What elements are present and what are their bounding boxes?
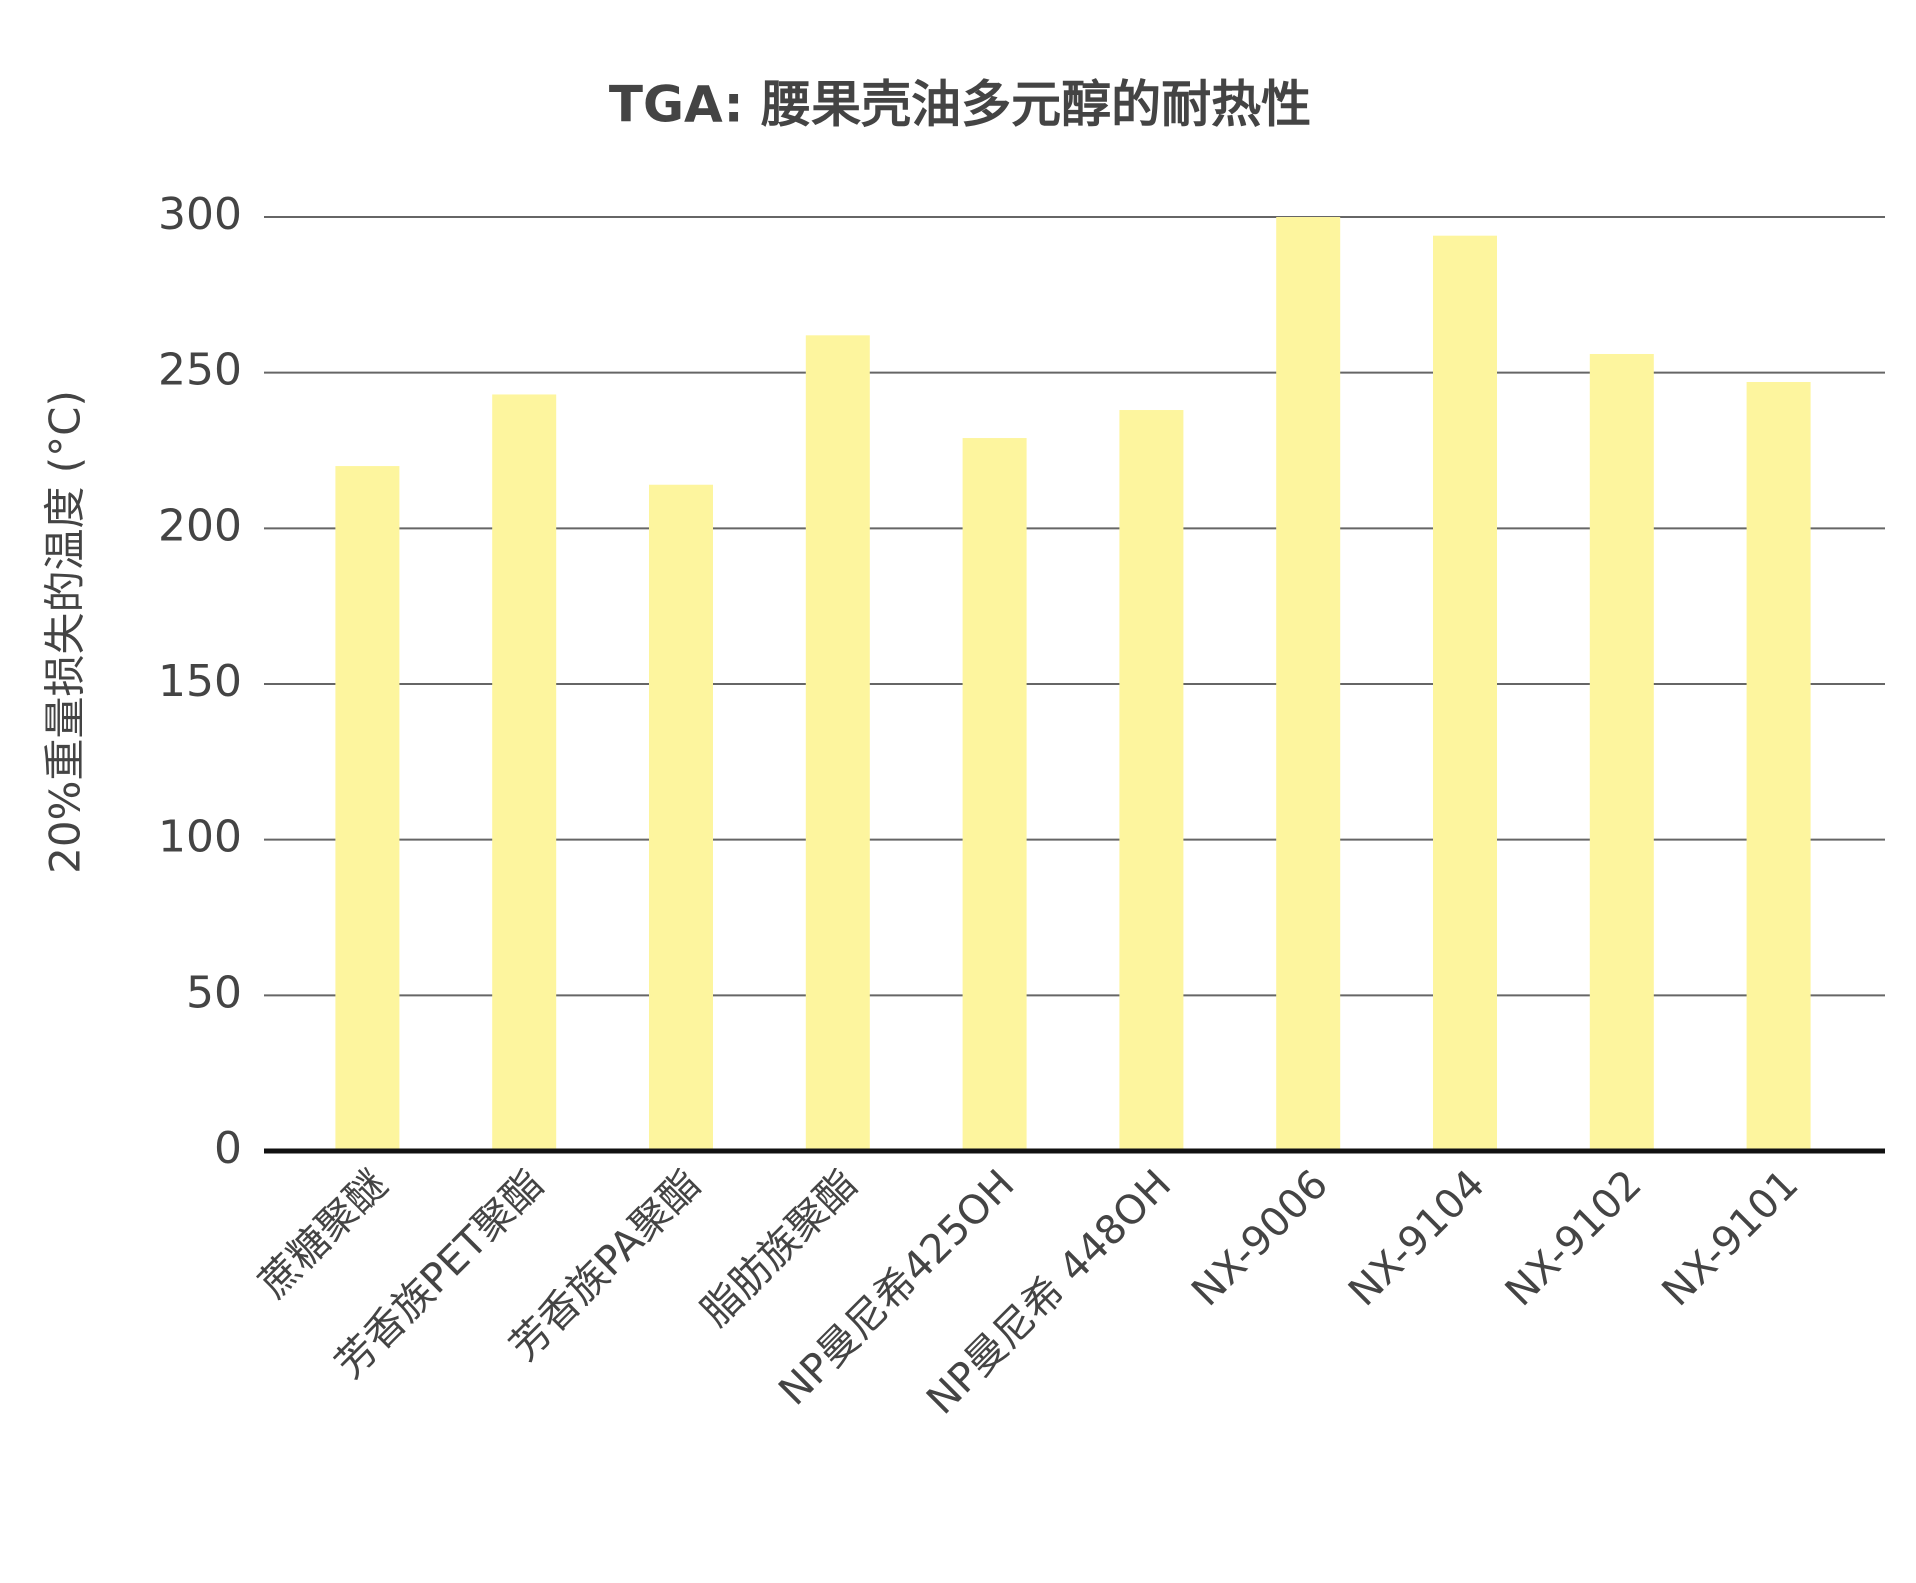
bar <box>805 335 870 1152</box>
y-tick-label: 300 <box>158 189 242 240</box>
chart-title: TGA: 腰果壳油多元醇的耐热性 <box>609 76 1311 134</box>
bar <box>1433 235 1497 1151</box>
x-tick-label: 脂肪族聚酯 <box>693 1161 867 1335</box>
y-tick-label: 0 <box>214 1123 242 1174</box>
bar <box>649 484 713 1151</box>
bar <box>962 438 1027 1152</box>
y-tick-label: 150 <box>158 656 242 707</box>
x-tick-label: NX-9101 <box>1654 1161 1808 1315</box>
bar <box>1746 382 1811 1151</box>
bar <box>1276 217 1341 1151</box>
y-tick-label: 250 <box>158 345 242 396</box>
y-tick-label: 200 <box>158 500 242 551</box>
x-tick-label: NX-9104 <box>1340 1161 1494 1315</box>
x-tick-label: NX-9006 <box>1183 1161 1337 1315</box>
bar <box>1119 410 1184 1151</box>
bar <box>335 466 400 1152</box>
x-tick-label: 蔗糖聚醚 <box>251 1161 397 1307</box>
bar <box>492 394 557 1152</box>
y-tick-label: 50 <box>186 967 242 1018</box>
y-tick-label: 100 <box>158 812 242 863</box>
y-axis-label: 20%重量损失的温度 (°C) <box>41 390 90 874</box>
bar <box>1589 353 1654 1151</box>
x-tick-label: NX-9102 <box>1497 1161 1651 1315</box>
